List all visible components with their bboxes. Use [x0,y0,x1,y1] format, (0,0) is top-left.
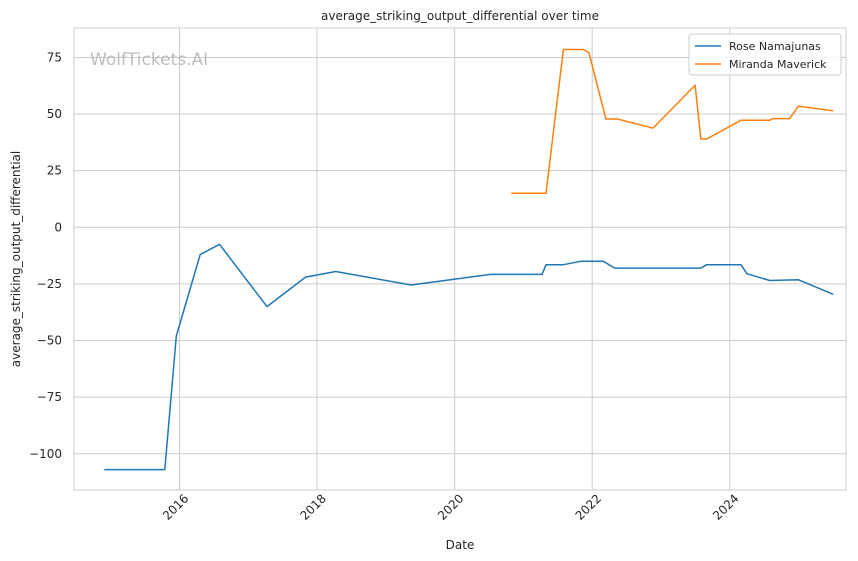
gridlines [74,28,846,490]
y-tick-label: −100 [29,447,62,461]
plot-area [74,28,846,490]
watermark-text: WolfTickets.AI [90,50,208,70]
y-tick-label: −75 [37,390,62,404]
x-axis-label: Date [446,538,475,552]
y-tick-label: 25 [47,164,62,178]
legend-box [688,33,842,76]
y-tick-label: −50 [37,334,62,348]
y-tick-label: 0 [54,220,62,234]
y-axis-label: average_striking_output_differential [9,151,23,367]
y-tick-label: 75 [47,50,62,64]
legend-label-miranda-maverick: Miranda Maverick [729,58,827,71]
series-line-rose-namajunas [104,243,834,471]
legend-label-rose-namajunas: Rose Namajunas [729,40,821,53]
chart-title: average_striking_output_differential ove… [321,9,599,23]
y-tick-label: −25 [37,277,62,291]
series-layer [104,48,834,471]
plot-frame [73,27,847,491]
y-tick-label: 50 [47,107,62,121]
legend: Rose Namajunas Miranda Maverick [688,33,842,76]
series-line-miranda-maverick [511,48,834,195]
